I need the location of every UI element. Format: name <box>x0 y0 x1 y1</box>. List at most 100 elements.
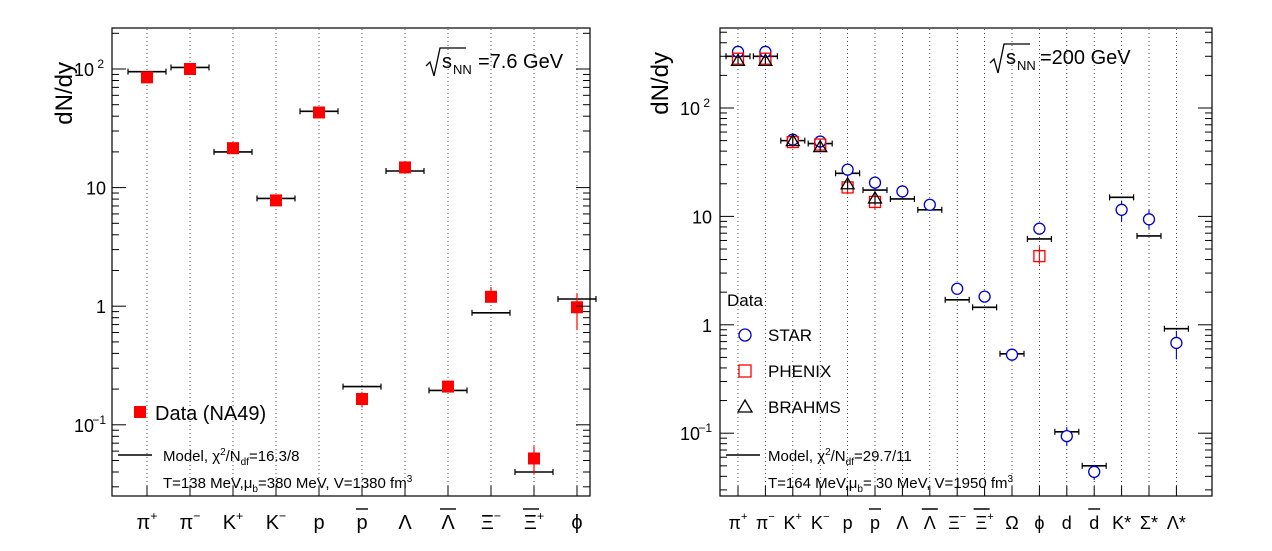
legend-header: Data <box>727 291 763 310</box>
x-tick-label-sup: − <box>823 511 830 523</box>
x-tick-label: π+ <box>729 511 748 533</box>
y-tick-label: 1 <box>96 297 106 317</box>
y-tick-label-exp: 2 <box>97 57 104 71</box>
data-point-star <box>978 290 991 303</box>
sqrt-sign <box>989 43 1030 74</box>
data-point <box>184 63 196 75</box>
y-tick-label-exp: −1 <box>698 421 712 435</box>
data-point-star <box>951 282 964 295</box>
legend-data-label: Data (NA49) <box>155 403 266 425</box>
x-tick-label: Ξ− <box>948 511 966 533</box>
plot-frame <box>719 27 1213 497</box>
data-point-star <box>1033 222 1046 235</box>
energy-label-value: =7.6 GeV <box>478 51 564 73</box>
x-tick-label-sup: − <box>279 509 286 523</box>
energy-label-s: s <box>442 51 452 73</box>
legend-data-marker <box>134 406 146 418</box>
x-tick-label-sup: + <box>537 509 544 523</box>
sqrt-sign <box>425 47 466 77</box>
x-tick-label: π− <box>756 511 775 533</box>
x-tick-label-sup: + <box>150 509 157 523</box>
x-tick-label: Σ* <box>1140 513 1158 533</box>
legend-model-params: T=138 MeV,μb=380 MeV, V=1380 fm3 <box>163 474 413 495</box>
data-point <box>270 194 282 207</box>
x-tick-label: Ω <box>1005 513 1018 533</box>
data-point-star <box>1170 336 1183 350</box>
data-point-star <box>868 176 882 189</box>
x-tick-label-base: K* <box>1112 513 1131 533</box>
data-point-star <box>1005 348 1019 361</box>
x-tick-label-base: d <box>1062 513 1072 533</box>
model-series <box>725 53 1190 469</box>
x-tick-label-base: Λ <box>896 513 908 533</box>
x-tick-label: Λ <box>924 513 936 533</box>
x-tick-label: Λ <box>896 513 908 533</box>
y-axis-label: dN/dy <box>647 52 674 115</box>
data-point <box>528 452 540 465</box>
x-tick-label: K− <box>811 511 830 533</box>
data-point-brahms <box>757 53 774 67</box>
x-tick-label: K+ <box>784 511 803 533</box>
y-tick-label: 10 <box>74 60 94 80</box>
x-tick-label-base: p <box>843 513 853 533</box>
legend: Data (NA49) Model, χ2/Ndf=16.3/8 T=138 M… <box>118 403 413 495</box>
data-series <box>141 63 583 475</box>
x-tick-label-base: ϕ <box>1034 513 1044 533</box>
energy-label-sub: NN <box>1017 58 1036 73</box>
x-tick-label-sup: + <box>796 511 803 523</box>
x-tick-label: d <box>1089 513 1099 533</box>
x-tick-label-sup: − <box>768 511 775 523</box>
data-point <box>141 71 153 84</box>
y-tick-label: 10 <box>680 424 700 444</box>
data-point-star <box>1060 429 1073 443</box>
data-point-star <box>1115 203 1128 216</box>
x-tick-label: d <box>1062 513 1072 533</box>
x-tick-label-base: Λ <box>924 513 936 533</box>
x-tick-label-sup: + <box>987 511 994 523</box>
x-tick-label-sup: − <box>960 511 967 523</box>
grid-lines <box>146 29 578 495</box>
x-tick-label-sup: − <box>494 509 501 523</box>
y-tick-label: 10 <box>692 207 712 227</box>
energy-label-value: =200 GeV <box>1040 47 1131 69</box>
x-tick-label-base: K <box>811 513 823 533</box>
y-tick-label-exp: 2 <box>703 96 710 110</box>
x-tick-label: p <box>870 513 880 533</box>
data-point-brahms <box>839 176 856 190</box>
x-tick-label-sup: − <box>193 509 200 523</box>
data-point-phenix <box>786 135 799 149</box>
x-tick-label: Λ* <box>1167 513 1186 533</box>
x-tick-label-base: p <box>313 512 324 534</box>
y-tick-label: 10 <box>680 99 700 119</box>
legend-model-params: T=164 MeV,μb= 30 MeV, V=1950 fm3 <box>768 474 1014 495</box>
x-tick-label-base: π <box>729 513 741 533</box>
x-tick-label-base: Ξ <box>948 513 960 533</box>
x-tick-label: ϕ <box>571 512 582 534</box>
x-tick-label: Ξ+ <box>975 511 993 533</box>
data-point <box>227 142 239 155</box>
data-point <box>571 301 583 314</box>
x-tick-label-base: Λ <box>398 512 412 534</box>
data-point-star <box>1142 213 1156 226</box>
data-point-brahms <box>812 139 828 153</box>
y-tick-label-exp: −1 <box>92 413 106 427</box>
x-tick-label: π+ <box>136 509 157 534</box>
x-tick-label: ϕ <box>1034 513 1044 533</box>
x-tick-label-base: p <box>356 512 367 534</box>
x-tick-label: p <box>843 513 853 533</box>
energy-label: s NN =200 GeV <box>989 43 1131 74</box>
x-tick-label: Λ <box>398 512 412 534</box>
data-point <box>485 290 497 303</box>
x-tick-label-base: d <box>1089 513 1099 533</box>
y-axis-label: dN/dy <box>51 62 78 125</box>
data-point <box>313 106 325 119</box>
x-tick-label-base: π <box>136 512 150 534</box>
x-tick-label-sup: + <box>741 511 748 523</box>
energy-label-sub: NN <box>453 62 472 77</box>
legend-star-marker <box>738 328 752 342</box>
legend-phenix-label: PHENIX <box>768 362 831 381</box>
